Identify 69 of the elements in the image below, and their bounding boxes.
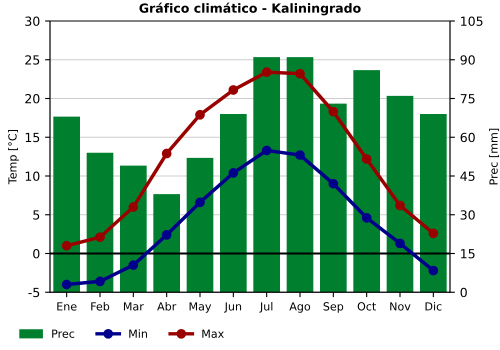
point <box>295 68 305 79</box>
x-tick-label: Jul <box>259 302 272 313</box>
y2-tick-label: 105 <box>461 16 482 26</box>
point <box>328 178 338 189</box>
y-tick-label: -5 <box>28 288 40 298</box>
point <box>162 148 172 158</box>
x-tick-label: Sep <box>324 302 344 313</box>
bar <box>53 116 80 292</box>
point <box>195 197 205 208</box>
bar <box>86 152 114 292</box>
y-tick-label: 0 <box>33 248 40 258</box>
y2-tick-label: 15 <box>461 249 475 258</box>
point <box>262 67 272 78</box>
y-tick-label: 30 <box>25 16 40 26</box>
point <box>162 230 172 240</box>
x-tick-label: Feb <box>91 302 110 311</box>
y2-tick-label: 60 <box>460 132 475 142</box>
point <box>395 200 405 210</box>
x-tick-label: Mar <box>124 302 144 311</box>
chart-title: Gráfico climático - Kaliningrado <box>139 2 361 16</box>
y-tick-label: 10 <box>26 171 40 181</box>
x-tick-label: Nov <box>390 302 411 311</box>
point <box>95 232 105 242</box>
y-tick-label: 25 <box>25 55 40 65</box>
point <box>95 276 105 286</box>
point <box>128 202 138 212</box>
point <box>228 168 238 178</box>
y2-axis-title: Prec [mm] <box>489 128 500 184</box>
point <box>395 238 405 248</box>
bar <box>220 114 247 292</box>
y2-tick-label: 45 <box>460 172 475 181</box>
bar <box>286 57 314 292</box>
point <box>262 146 272 156</box>
y-tick-label: 5 <box>33 210 40 220</box>
point <box>328 106 338 117</box>
x-tick-label: May <box>190 302 212 313</box>
point <box>128 260 138 270</box>
bar <box>386 96 414 292</box>
legend-label: Min <box>129 329 147 338</box>
bar <box>320 104 347 292</box>
y-axis-title: Temp [°C] <box>8 130 19 184</box>
legend-label: Max <box>202 330 224 338</box>
point <box>195 110 205 120</box>
x-tick-label: Abr <box>157 302 176 311</box>
y-tick-label: 20 <box>25 94 40 104</box>
point <box>228 85 238 95</box>
point <box>295 150 305 160</box>
point <box>62 240 72 251</box>
x-tick-label: Ene <box>57 302 77 311</box>
x-tick-label: Dic <box>426 302 442 311</box>
bar <box>186 158 214 292</box>
y2-tick-label: 0 <box>460 288 467 298</box>
y2-tick-label: 90 <box>460 55 475 65</box>
point <box>428 228 438 238</box>
point <box>362 154 372 164</box>
y-tick-label: 15 <box>26 132 40 142</box>
legend-label: Prec <box>52 330 74 338</box>
x-tick-label: Ago <box>289 302 310 313</box>
x-tick-label: Oct <box>358 302 376 311</box>
bar <box>253 57 280 292</box>
bar <box>353 70 380 292</box>
point <box>428 266 438 276</box>
x-tick-label: Jun <box>224 302 242 313</box>
y2-tick-label: 30 <box>460 210 475 220</box>
y2-tick-label: 75 <box>460 94 475 104</box>
point <box>362 212 372 223</box>
bar <box>153 194 180 292</box>
point <box>62 280 72 290</box>
bar <box>420 114 447 292</box>
